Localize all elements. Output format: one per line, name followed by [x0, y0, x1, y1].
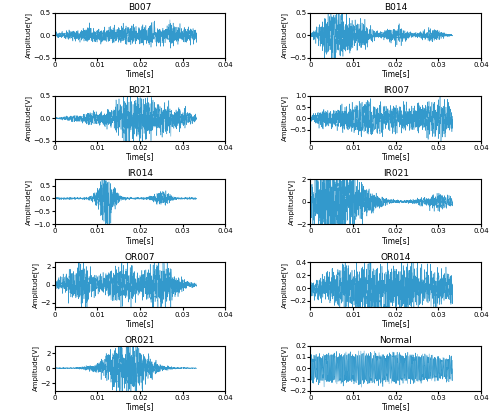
X-axis label: Time[s]: Time[s]: [381, 319, 410, 328]
X-axis label: Time[s]: Time[s]: [125, 319, 154, 328]
X-axis label: Time[s]: Time[s]: [125, 69, 154, 78]
X-axis label: Time[s]: Time[s]: [125, 402, 154, 411]
Title: IR014: IR014: [127, 169, 153, 178]
Y-axis label: Amplitude[V]: Amplitude[V]: [32, 345, 39, 391]
Y-axis label: Amplitude[V]: Amplitude[V]: [25, 178, 32, 225]
Title: OR021: OR021: [124, 336, 155, 345]
Title: IR021: IR021: [383, 169, 409, 178]
X-axis label: Time[s]: Time[s]: [381, 402, 410, 411]
Title: OR014: OR014: [380, 252, 411, 262]
Title: B021: B021: [128, 86, 151, 95]
Y-axis label: Amplitude[V]: Amplitude[V]: [25, 95, 32, 142]
Y-axis label: Amplitude[V]: Amplitude[V]: [281, 345, 288, 391]
Title: B014: B014: [384, 3, 407, 12]
Y-axis label: Amplitude[V]: Amplitude[V]: [281, 12, 288, 58]
Title: Normal: Normal: [379, 336, 412, 345]
Y-axis label: Amplitude[V]: Amplitude[V]: [32, 262, 39, 308]
X-axis label: Time[s]: Time[s]: [381, 69, 410, 78]
Y-axis label: Amplitude[V]: Amplitude[V]: [281, 95, 288, 142]
Y-axis label: Amplitude[V]: Amplitude[V]: [25, 12, 32, 58]
Y-axis label: Amplitude[V]: Amplitude[V]: [288, 178, 295, 225]
X-axis label: Time[s]: Time[s]: [125, 152, 154, 161]
Title: IR007: IR007: [383, 86, 409, 95]
X-axis label: Time[s]: Time[s]: [125, 236, 154, 245]
X-axis label: Time[s]: Time[s]: [381, 152, 410, 161]
X-axis label: Time[s]: Time[s]: [381, 236, 410, 245]
Y-axis label: Amplitude[V]: Amplitude[V]: [281, 262, 288, 308]
Title: B007: B007: [128, 3, 152, 12]
Title: OR007: OR007: [124, 252, 155, 262]
